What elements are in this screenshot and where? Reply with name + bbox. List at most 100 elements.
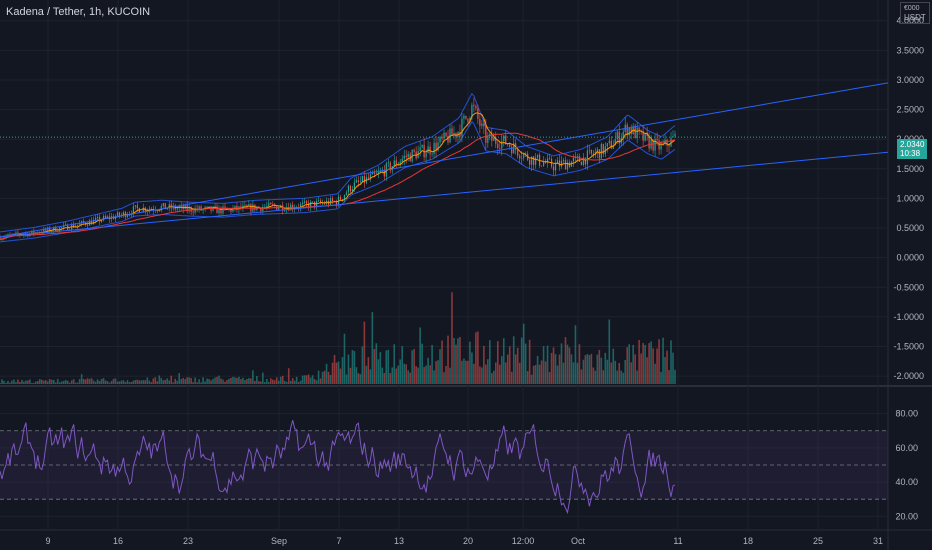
volume-bar xyxy=(411,350,413,384)
volume-bar xyxy=(441,340,443,384)
volume-bar xyxy=(524,343,527,384)
volume-bar xyxy=(433,370,435,384)
x-tick-label: 18 xyxy=(743,536,753,546)
volume-bar xyxy=(19,382,21,384)
volume-bar xyxy=(345,374,348,384)
candle-body xyxy=(240,206,242,209)
trendlines[interactable] xyxy=(0,82,889,238)
volume-bar xyxy=(606,359,609,384)
volume-bar xyxy=(375,343,378,384)
candle-body xyxy=(648,136,650,149)
volume-bar xyxy=(602,370,605,384)
volume-bar xyxy=(646,357,648,384)
candle-body xyxy=(413,149,415,152)
candle-body xyxy=(375,173,377,174)
volume-bar xyxy=(487,359,489,384)
volume-bar xyxy=(262,372,264,384)
volume-bar xyxy=(536,355,539,384)
volume-bar xyxy=(435,361,437,384)
candle-body xyxy=(393,160,395,167)
volume-bar xyxy=(475,332,477,384)
volume-bar xyxy=(504,362,507,384)
volume-bar xyxy=(670,340,672,384)
volume-bar xyxy=(62,380,65,384)
volume-bar xyxy=(242,377,244,384)
candle-body xyxy=(612,145,614,149)
candle-body xyxy=(552,166,555,171)
volume-bar xyxy=(172,382,175,384)
last-price-countdown: 10:38 xyxy=(900,149,921,158)
candle-body xyxy=(73,224,75,228)
volume-bar xyxy=(98,381,101,384)
x-tick-label: 7 xyxy=(336,536,341,546)
rsi-tick-label: 40.00 xyxy=(895,477,918,487)
volume-bar xyxy=(572,362,575,384)
volume-bar xyxy=(275,377,278,384)
volume-bar xyxy=(604,352,607,384)
candle-body xyxy=(519,155,521,159)
candle-body xyxy=(421,144,423,148)
candle-body xyxy=(51,230,53,232)
candle-body xyxy=(654,138,656,151)
volume-bar xyxy=(423,367,425,384)
candle-body xyxy=(234,205,236,209)
volume-bar xyxy=(622,372,625,384)
y-tick-label: 0.5000 xyxy=(896,223,924,233)
volume-bar xyxy=(74,382,77,384)
volume-bar xyxy=(331,362,334,384)
volume-bar xyxy=(664,357,666,384)
volume-bar xyxy=(552,347,555,384)
candle-body xyxy=(198,206,200,210)
candle-body xyxy=(570,161,573,167)
volume-bars xyxy=(0,292,676,384)
volume-bar xyxy=(210,380,212,384)
candle-body xyxy=(200,206,202,211)
candle-body xyxy=(499,148,501,149)
volume-bar xyxy=(421,343,423,384)
candle-body xyxy=(160,206,162,211)
volume-bar xyxy=(544,361,547,384)
candle-body xyxy=(634,125,636,139)
y-tick-label: 2.5000 xyxy=(896,105,924,115)
candle-body xyxy=(341,199,344,200)
volume-bar xyxy=(29,379,31,384)
candle-body xyxy=(501,140,503,149)
volume-bar xyxy=(303,375,306,384)
candle-body xyxy=(357,180,360,182)
volume-bar xyxy=(108,382,111,384)
candle-body xyxy=(600,143,602,159)
volume-bar xyxy=(72,379,75,384)
volume-bar xyxy=(479,366,481,384)
candle-body xyxy=(100,220,103,222)
volume-bar xyxy=(222,379,224,384)
volume-bar xyxy=(134,379,137,384)
volume-bar xyxy=(285,381,288,384)
candle-body xyxy=(331,198,334,202)
volume-bar xyxy=(496,341,499,384)
volume-bar xyxy=(27,380,29,384)
candle-body xyxy=(666,139,668,146)
candle-body xyxy=(59,227,61,232)
volume-bar xyxy=(254,380,256,384)
volume-bar xyxy=(132,380,135,384)
candle-body xyxy=(116,212,119,217)
candle-body xyxy=(224,206,226,208)
candle-body xyxy=(548,158,551,160)
candle-body xyxy=(355,180,358,183)
volume-bar xyxy=(156,381,159,384)
volume-bar xyxy=(590,353,593,384)
candle-body xyxy=(284,210,286,211)
candle-body xyxy=(564,160,567,170)
volume-bar xyxy=(548,371,551,384)
volume-bar xyxy=(365,365,368,384)
volume-bar xyxy=(66,380,69,384)
volume-bar xyxy=(258,381,260,384)
candle-body xyxy=(622,131,624,138)
volume-bar xyxy=(357,373,360,384)
candle-body xyxy=(505,135,507,145)
candle-body xyxy=(540,165,543,167)
candle-body xyxy=(43,228,45,234)
candle-body xyxy=(230,208,232,212)
